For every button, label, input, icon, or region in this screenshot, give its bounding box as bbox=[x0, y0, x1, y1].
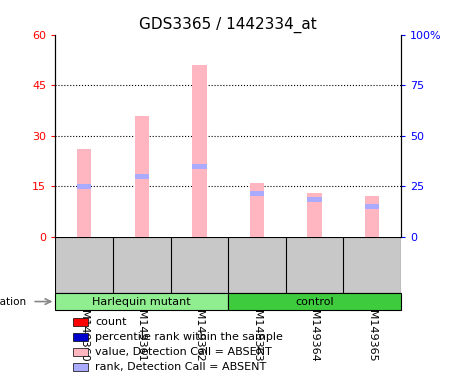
Bar bbox=[365, 204, 379, 209]
Bar bbox=[77, 184, 91, 189]
Text: count: count bbox=[95, 317, 127, 328]
Bar bbox=[192, 65, 207, 237]
Bar bbox=[73, 333, 88, 341]
Bar bbox=[307, 193, 322, 237]
Text: value, Detection Call = ABSENT: value, Detection Call = ABSENT bbox=[95, 347, 272, 357]
Bar bbox=[365, 197, 379, 237]
Text: Harlequin mutant: Harlequin mutant bbox=[93, 296, 191, 306]
Text: rank, Detection Call = ABSENT: rank, Detection Call = ABSENT bbox=[95, 362, 266, 372]
Bar bbox=[73, 318, 88, 326]
Text: control: control bbox=[296, 296, 334, 306]
Text: genotype/variation: genotype/variation bbox=[0, 296, 26, 306]
Bar bbox=[307, 197, 322, 202]
Title: GDS3365 / 1442334_at: GDS3365 / 1442334_at bbox=[139, 17, 317, 33]
Bar bbox=[250, 190, 264, 195]
FancyBboxPatch shape bbox=[55, 293, 228, 310]
Bar bbox=[250, 183, 264, 237]
Bar bbox=[192, 164, 207, 169]
Bar bbox=[135, 174, 149, 179]
Bar bbox=[135, 116, 149, 237]
Text: percentile rank within the sample: percentile rank within the sample bbox=[95, 332, 283, 342]
FancyBboxPatch shape bbox=[228, 293, 401, 310]
Bar bbox=[73, 363, 88, 371]
Bar bbox=[77, 149, 91, 237]
Bar bbox=[73, 348, 88, 356]
